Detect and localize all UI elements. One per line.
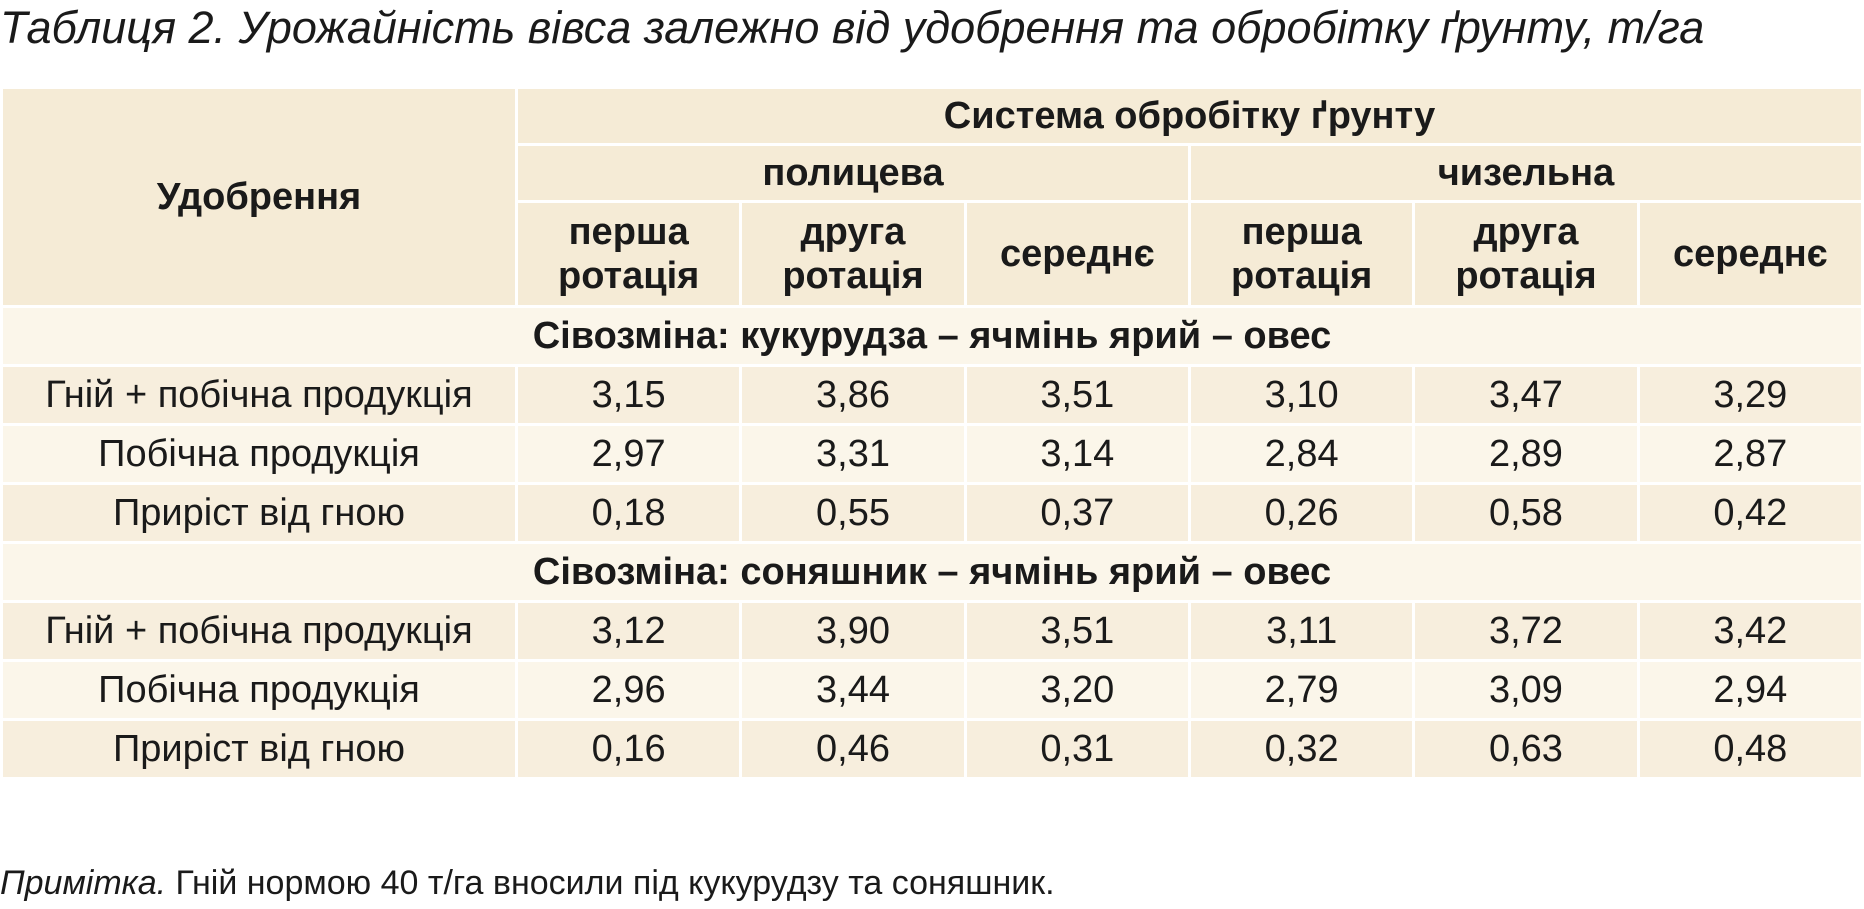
- table-body: Сівозміна: кукурудза – ячмінь ярий – ове…: [0, 305, 1864, 780]
- table-cell: 3,29: [1636, 364, 1864, 426]
- table-cell: 3,51: [963, 600, 1191, 662]
- table-cell: 2,84: [1187, 423, 1416, 485]
- header-cell: друга ротація: [1412, 200, 1640, 308]
- table-cell: 0,48: [1636, 718, 1864, 780]
- table-cell: 3,11: [1187, 600, 1416, 662]
- header-row: Удобрення Система обробітку ґрунту: [0, 86, 1864, 308]
- table-cell: 3,12: [514, 600, 743, 662]
- table-cell: 3,15: [514, 364, 743, 426]
- table-row: Побічна продукція 2,96 3,44 3,20 2,79 3,09 2,9…: [0, 659, 1864, 721]
- table-cell: 2,79: [1187, 659, 1416, 721]
- table-cell: 2,97: [514, 423, 743, 485]
- table-cell: 0,31: [963, 718, 1191, 780]
- table-cell: 3,14: [963, 423, 1191, 485]
- table-cell: 2,87: [1636, 423, 1864, 485]
- table-row: Приріст від гною 0,18 0,55 0,37 0,26 0,58 0,42: [0, 482, 1864, 544]
- table-cell: 0,58: [1412, 482, 1640, 544]
- table-cell: 3,47: [1412, 364, 1640, 426]
- table-cell: 3,44: [739, 659, 967, 721]
- table-cell: Побічна продукція: [0, 423, 518, 485]
- table-cell: 0,26: [1187, 482, 1416, 544]
- table-cell: 2,94: [1636, 659, 1864, 721]
- table-cell: Приріст від гною: [0, 718, 518, 780]
- table-row: Гній + побічна продукція 3,15 3,86 3,51 3,10…: [0, 364, 1864, 426]
- header-cell: перша ротація: [1187, 200, 1416, 308]
- table-cell: 3,10: [1187, 364, 1416, 426]
- table-cell: 3,90: [739, 600, 967, 662]
- table-cell: 3,86: [739, 364, 967, 426]
- note: Примітка. Гній нормою 40 т/га вносили пі…: [0, 864, 1055, 903]
- table-row: Побічна продукція 2,97 3,31 3,14 2,84 2,89 2,8…: [0, 423, 1864, 485]
- note-text: Гній нормою 40 т/га вносили під кукурудз…: [166, 864, 1055, 902]
- table-cell: 0,42: [1636, 482, 1864, 544]
- header-row: полицева чизельна: [2, 143, 1864, 203]
- header-cell: середнє: [1636, 200, 1864, 308]
- section-label: Сівозміна: кукурудза – ячмінь ярий – ове…: [0, 305, 1864, 367]
- section-row: Сівозміна: соняшник – ячмінь ярий – овес: [0, 541, 1864, 603]
- note-label: Примітка.: [0, 864, 167, 902]
- table-cell: 0,18: [514, 482, 743, 544]
- table-cell: 0,46: [739, 718, 967, 780]
- header-cell: перша ротація: [514, 200, 743, 308]
- table-cell: 0,55: [739, 482, 967, 544]
- header-cell: Удобрення: [0, 86, 518, 308]
- section-label: Сівозміна: соняшник – ячмінь ярий – овес: [0, 541, 1864, 603]
- table-cell: 3,09: [1412, 659, 1640, 721]
- table-cell: Побічна продукція: [0, 659, 518, 721]
- table-cell: 3,51: [963, 364, 1191, 426]
- header-row: перша ротація друга ротація середнє перша р…: [2, 200, 1864, 308]
- table-cell: 0,37: [963, 482, 1191, 544]
- table-cell: 3,20: [963, 659, 1191, 721]
- table-cell: 0,63: [1412, 718, 1640, 780]
- table-cell: 0,16: [514, 718, 743, 780]
- table-row: Гній + побічна продукція 3,12 3,90 3,51 3,11…: [0, 600, 1864, 662]
- table-row: Приріст від гною 0,16 0,46 0,31 0,32 0,63 0,48: [0, 718, 1864, 780]
- header-cell: середнє: [963, 200, 1191, 308]
- header-cell: друга ротація: [739, 200, 967, 308]
- header-cell: чизельна: [1187, 143, 1864, 203]
- header-cell: Система обробітку ґрунту: [515, 86, 1864, 146]
- section-row: Сівозміна: кукурудза – ячмінь ярий – ове…: [0, 305, 1864, 367]
- table-cell: 2,89: [1412, 423, 1640, 485]
- table-cell: 3,31: [739, 423, 967, 485]
- table-header: Удобрення Система обробітку ґрунту полицев…: [0, 86, 1864, 308]
- header-cell: полицева: [515, 143, 1191, 203]
- table-cell: 0,32: [1187, 718, 1416, 780]
- table-cell: 3,72: [1412, 600, 1640, 662]
- table-cell: 3,42: [1636, 600, 1864, 662]
- table-cell: 2,96: [514, 659, 743, 721]
- title: Таблиця 2. Урожайність вівса залежно від…: [0, 2, 1705, 53]
- table-cell: Гній + побічна продукція: [0, 364, 518, 426]
- table-cell: Приріст від гною: [0, 482, 518, 544]
- table-cell: Гній + побічна продукція: [0, 600, 518, 662]
- data-table: Удобрення Система обробітку ґрунту полицев…: [0, 86, 1864, 780]
